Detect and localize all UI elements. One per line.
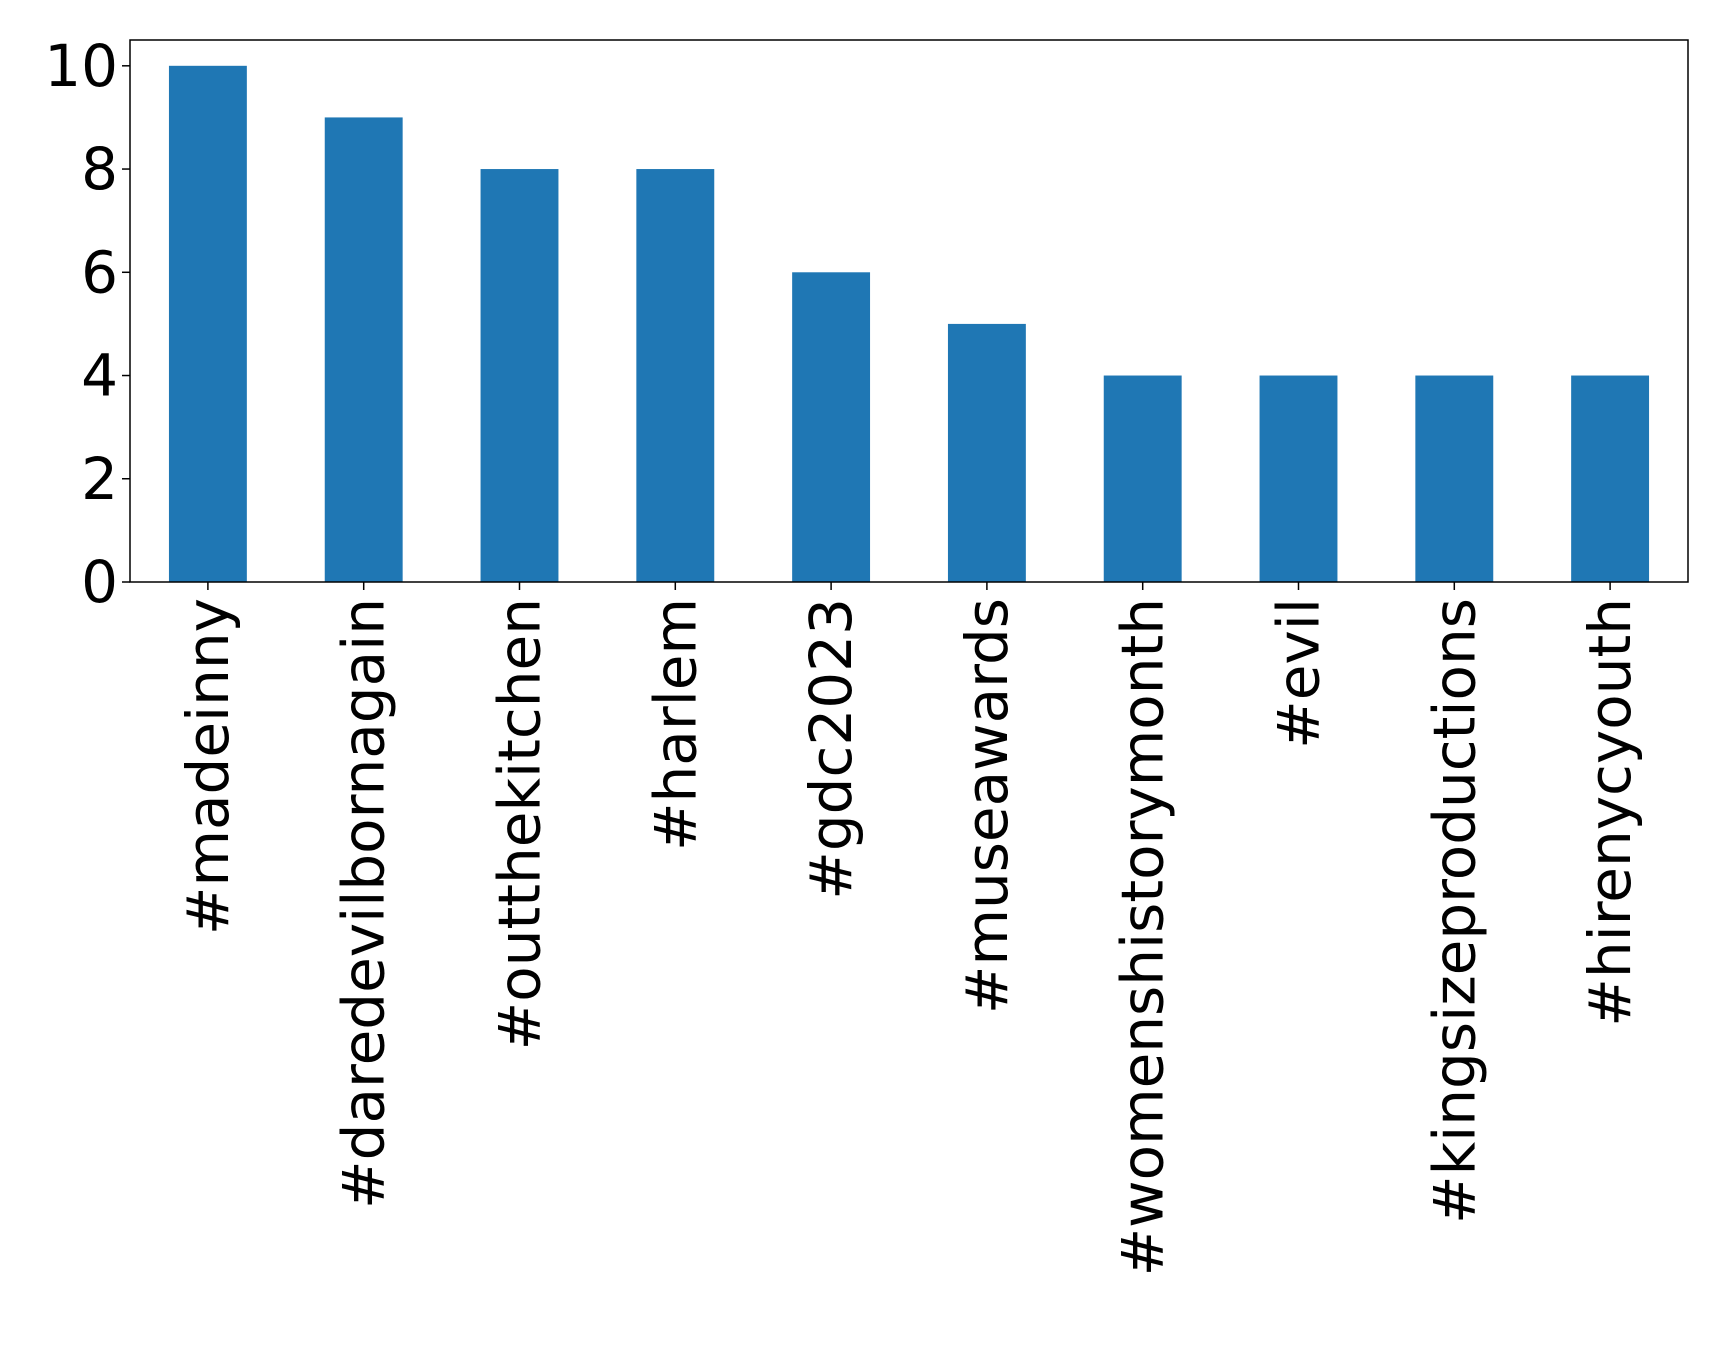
y-tick-label: 6	[81, 238, 118, 306]
bar	[947, 323, 1026, 582]
bar	[168, 65, 247, 583]
bar	[636, 169, 715, 583]
x-tick-label: #kingsizeproductions	[1420, 598, 1488, 1224]
bar	[480, 169, 559, 583]
bar	[1415, 375, 1494, 582]
y-tick-label: 4	[81, 342, 118, 410]
x-tick-label: #madeinny	[174, 598, 242, 935]
y-tick-label: 8	[81, 135, 118, 203]
x-tick-label: #hirenycyouth	[1576, 598, 1644, 1027]
x-tick-label: #daredevilbornagain	[330, 598, 398, 1209]
y-tick-label: 2	[81, 445, 118, 513]
bar	[1259, 375, 1338, 582]
axes-frame	[129, 39, 1689, 583]
y-tick-label: 0	[81, 548, 118, 616]
bar	[1571, 375, 1650, 582]
bar	[792, 272, 871, 582]
x-axis: #madeinny #daredevilbornagain #outthekitch…	[174, 582, 1644, 1276]
x-tick-label: #gdc2023	[797, 598, 865, 900]
bar	[324, 117, 403, 582]
y-axis: 0 2 4 6 8 10	[44, 32, 130, 616]
bar	[1103, 375, 1182, 582]
x-tick-label: #harlem	[641, 598, 709, 851]
x-tick-label: #womenshistorymonth	[1109, 598, 1177, 1276]
x-tick-label: #evil	[1265, 598, 1333, 749]
x-tick-label: #outthekitchen	[486, 598, 554, 1050]
x-tick-label: #museawards	[953, 598, 1021, 1014]
y-tick-label: 10	[44, 32, 118, 100]
bars-group	[168, 65, 1650, 583]
